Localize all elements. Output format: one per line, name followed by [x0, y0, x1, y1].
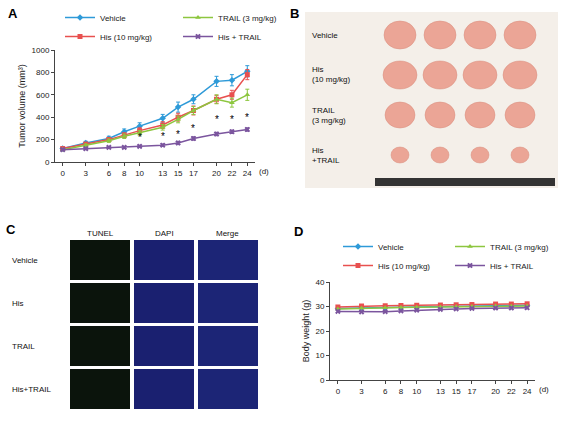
- svg-text:8: 8: [122, 169, 127, 178]
- svg-text:His+TRAIL: His+TRAIL: [12, 385, 51, 394]
- svg-text:17: 17: [189, 169, 198, 178]
- svg-text:TRAIL(3 mg/kg): TRAIL(3 mg/kg): [312, 106, 346, 125]
- svg-text:*: *: [176, 129, 180, 140]
- svg-text:10: 10: [412, 387, 421, 396]
- svg-text:*: *: [138, 132, 142, 143]
- svg-text:Tumor volume (mm³): Tumor volume (mm³): [17, 64, 27, 148]
- svg-text:TUNEL: TUNEL: [87, 229, 114, 238]
- svg-text:Body weight (g): Body weight (g): [301, 300, 311, 363]
- svg-text:DAPI: DAPI: [155, 229, 174, 238]
- svg-text:Vehicle: Vehicle: [12, 256, 38, 265]
- svg-text:His+TRAIL: His+TRAIL: [312, 146, 340, 165]
- svg-text:Merge: Merge: [216, 229, 239, 238]
- svg-text:*: *: [215, 114, 219, 125]
- svg-text:TRAIL: TRAIL: [12, 342, 35, 351]
- svg-text:8: 8: [399, 387, 404, 396]
- svg-text:C: C: [6, 222, 16, 237]
- svg-text:15: 15: [174, 169, 183, 178]
- svg-text:10: 10: [315, 351, 324, 360]
- svg-text:TRAIL (3 mg/kg): TRAIL (3 mg/kg): [490, 243, 549, 252]
- svg-text:15: 15: [452, 387, 461, 396]
- svg-text:13: 13: [158, 169, 167, 178]
- svg-text:1000: 1000: [32, 46, 50, 55]
- svg-text:600: 600: [36, 91, 50, 100]
- svg-text:800: 800: [36, 68, 50, 77]
- svg-text:22: 22: [507, 387, 516, 396]
- svg-text:200: 200: [36, 135, 50, 144]
- svg-text:20: 20: [212, 169, 221, 178]
- svg-text:D: D: [294, 224, 303, 239]
- svg-text:*: *: [230, 114, 234, 125]
- svg-text:6: 6: [383, 387, 388, 396]
- svg-text:0: 0: [320, 376, 325, 385]
- svg-text:24: 24: [523, 387, 532, 396]
- svg-text:0: 0: [60, 169, 65, 178]
- svg-text:3: 3: [84, 169, 89, 178]
- svg-text:(d): (d): [539, 385, 549, 394]
- svg-text:Vehicle: Vehicle: [378, 243, 404, 252]
- svg-text:20: 20: [491, 387, 500, 396]
- svg-text:10: 10: [135, 169, 144, 178]
- svg-text:B: B: [290, 6, 299, 21]
- svg-text:40: 40: [315, 278, 324, 287]
- svg-text:His: His: [12, 299, 24, 308]
- svg-text:22: 22: [227, 169, 236, 178]
- svg-text:His (10 mg/kg): His (10 mg/kg): [100, 33, 152, 42]
- svg-text:3: 3: [359, 387, 364, 396]
- svg-text:His + TRAIL: His + TRAIL: [490, 262, 534, 271]
- svg-text:400: 400: [36, 113, 50, 122]
- svg-text:TRAIL (3 mg/kg): TRAIL (3 mg/kg): [218, 14, 277, 23]
- svg-text:(d): (d): [259, 167, 269, 176]
- svg-text:Vehicle: Vehicle: [312, 31, 338, 40]
- svg-text:His(10 mg/kg): His(10 mg/kg): [312, 65, 351, 84]
- svg-text:20: 20: [315, 327, 324, 336]
- svg-text:His + TRAIL: His + TRAIL: [218, 33, 262, 42]
- svg-text:A: A: [8, 6, 18, 21]
- svg-text:0: 0: [336, 387, 341, 396]
- svg-text:*: *: [245, 112, 249, 123]
- svg-text:*: *: [161, 131, 165, 142]
- svg-text:6: 6: [107, 169, 112, 178]
- svg-text:24: 24: [243, 169, 252, 178]
- svg-text:0: 0: [45, 158, 50, 167]
- svg-text:30: 30: [315, 302, 324, 311]
- svg-text:Vehicle: Vehicle: [100, 14, 126, 23]
- svg-text:*: *: [191, 123, 195, 134]
- svg-text:13: 13: [436, 387, 445, 396]
- svg-text:17: 17: [467, 387, 476, 396]
- svg-text:His (10 mg/kg): His (10 mg/kg): [378, 262, 430, 271]
